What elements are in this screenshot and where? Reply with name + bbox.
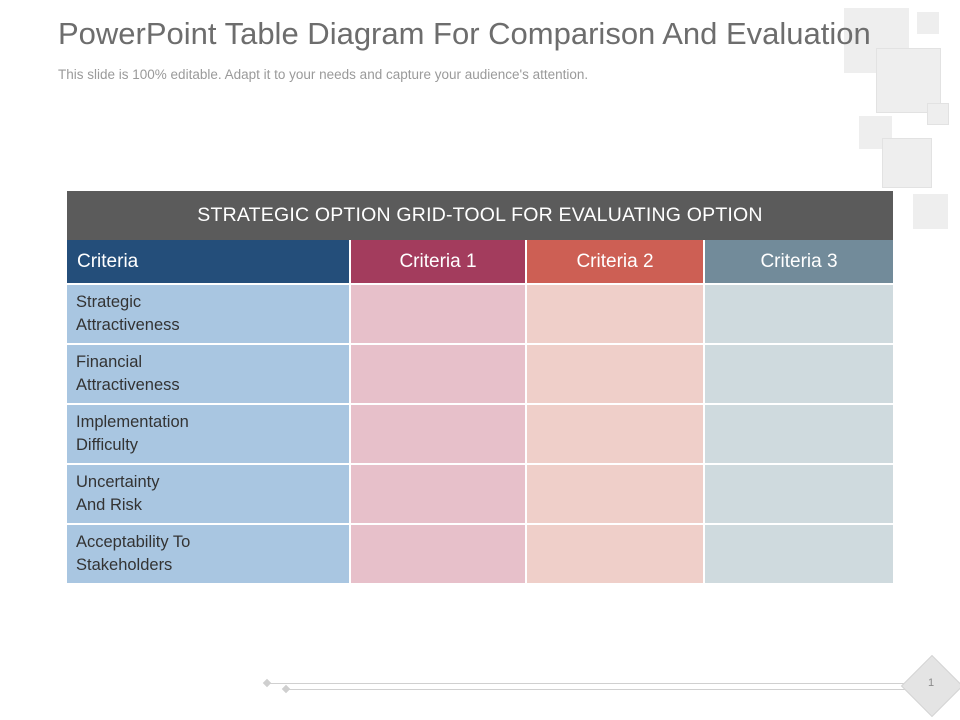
row-label-line: Stakeholders — [76, 556, 173, 574]
row-label-line: Difficulty — [76, 436, 139, 454]
row-label-line: Financial — [76, 353, 143, 371]
row-label: Uncertainty And Risk — [67, 465, 349, 523]
table-row: Strategic Attractiveness — [67, 283, 893, 343]
row-label-line: Uncertainty — [76, 473, 160, 491]
strategic-option-grid-table: STRATEGIC OPTION GRID-TOOL FOR EVALUATIN… — [67, 191, 893, 583]
footer-dot — [281, 684, 291, 694]
criteria-3-cell[interactable] — [703, 285, 893, 343]
decorative-square — [913, 194, 948, 229]
row-label: Acceptability To Stakeholders — [67, 525, 349, 583]
row-label-line: Implementation — [76, 413, 189, 431]
criteria-1-cell[interactable] — [349, 405, 525, 463]
decorative-square — [927, 103, 949, 125]
row-label-line: And Risk — [76, 496, 143, 514]
criteria-2-cell[interactable] — [525, 285, 703, 343]
table-title: STRATEGIC OPTION GRID-TOOL FOR EVALUATIN… — [67, 191, 893, 240]
table-row: Implementation Difficulty — [67, 403, 893, 463]
row-label-line: Acceptability To — [76, 533, 191, 551]
table-row: Acceptability To Stakeholders — [67, 523, 893, 583]
header-criteria-3: Criteria 3 — [703, 240, 893, 283]
footer-dot — [262, 678, 272, 688]
decorative-square — [876, 48, 941, 113]
footer-divider — [287, 689, 907, 690]
criteria-1-cell[interactable] — [349, 285, 525, 343]
table-row: Financial Attractiveness — [67, 343, 893, 403]
decorative-square — [882, 138, 932, 188]
criteria-1-cell[interactable] — [349, 465, 525, 523]
row-label: Implementation Difficulty — [67, 405, 349, 463]
criteria-1-cell[interactable] — [349, 525, 525, 583]
row-label-line: Strategic — [76, 293, 142, 311]
table-header-row: Criteria Criteria 1 Criteria 2 Criteria … — [67, 240, 893, 283]
criteria-2-cell[interactable] — [525, 405, 703, 463]
slide-title: PowerPoint Table Diagram For Comparison … — [58, 16, 871, 51]
decorative-square — [917, 12, 939, 34]
criteria-3-cell[interactable] — [703, 345, 893, 403]
criteria-2-cell[interactable] — [525, 345, 703, 403]
header-criteria-2: Criteria 2 — [525, 240, 703, 283]
criteria-2-cell[interactable] — [525, 465, 703, 523]
header-criteria: Criteria — [67, 240, 349, 283]
criteria-1-cell[interactable] — [349, 345, 525, 403]
row-label-line: Attractiveness — [76, 376, 180, 394]
row-label: Strategic Attractiveness — [67, 285, 349, 343]
table-row: Uncertainty And Risk — [67, 463, 893, 523]
criteria-3-cell[interactable] — [703, 405, 893, 463]
criteria-2-cell[interactable] — [525, 525, 703, 583]
slide-subtitle: This slide is 100% editable. Adapt it to… — [58, 67, 589, 82]
page-number: 1 — [927, 677, 935, 689]
criteria-3-cell[interactable] — [703, 465, 893, 523]
row-label-line: Attractiveness — [76, 316, 180, 334]
row-label: Financial Attractiveness — [67, 345, 349, 403]
footer-divider — [268, 683, 908, 684]
criteria-3-cell[interactable] — [703, 525, 893, 583]
header-criteria-1: Criteria 1 — [349, 240, 525, 283]
